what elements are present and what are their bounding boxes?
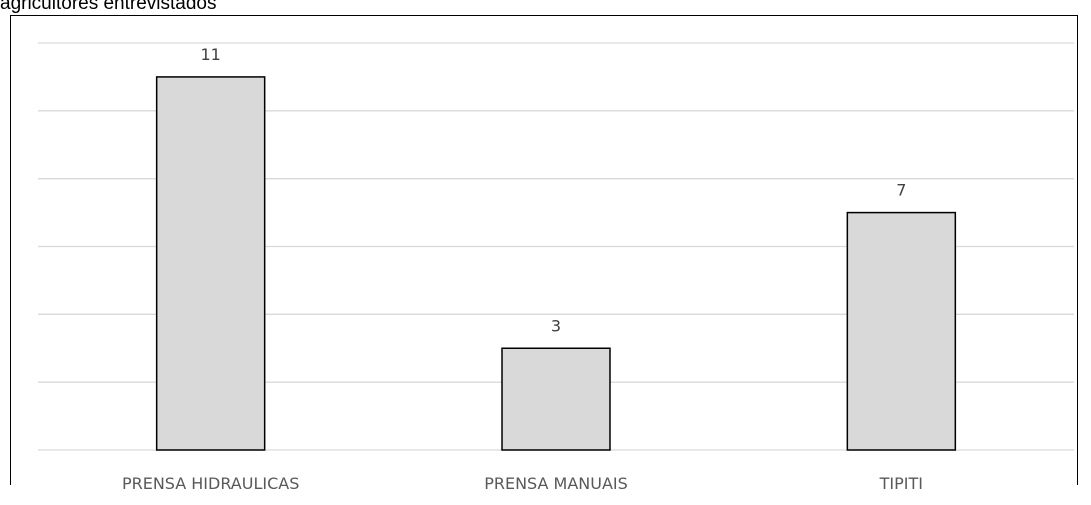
data-label-1: 3 [551, 316, 561, 335]
bar-0 [155, 76, 266, 451]
x-tick-label-0: PRENSA HIDRAULICAS [122, 474, 299, 493]
data-label-0: 11 [200, 45, 220, 64]
x-tick-label-2: TIPITI [879, 474, 923, 493]
bars [155, 76, 957, 451]
bar-2 [846, 211, 957, 451]
data-label-2: 7 [896, 181, 906, 200]
figure-caption: agricultores entrevistados [0, 0, 217, 14]
x-tick-label-1: PRENSA MANUAIS [484, 474, 628, 493]
labels: 11 PRENSA HIDRAULICAS 3 PRENSA MANUAIS 7 TIPI… [122, 45, 923, 493]
bar-1 [501, 347, 611, 451]
